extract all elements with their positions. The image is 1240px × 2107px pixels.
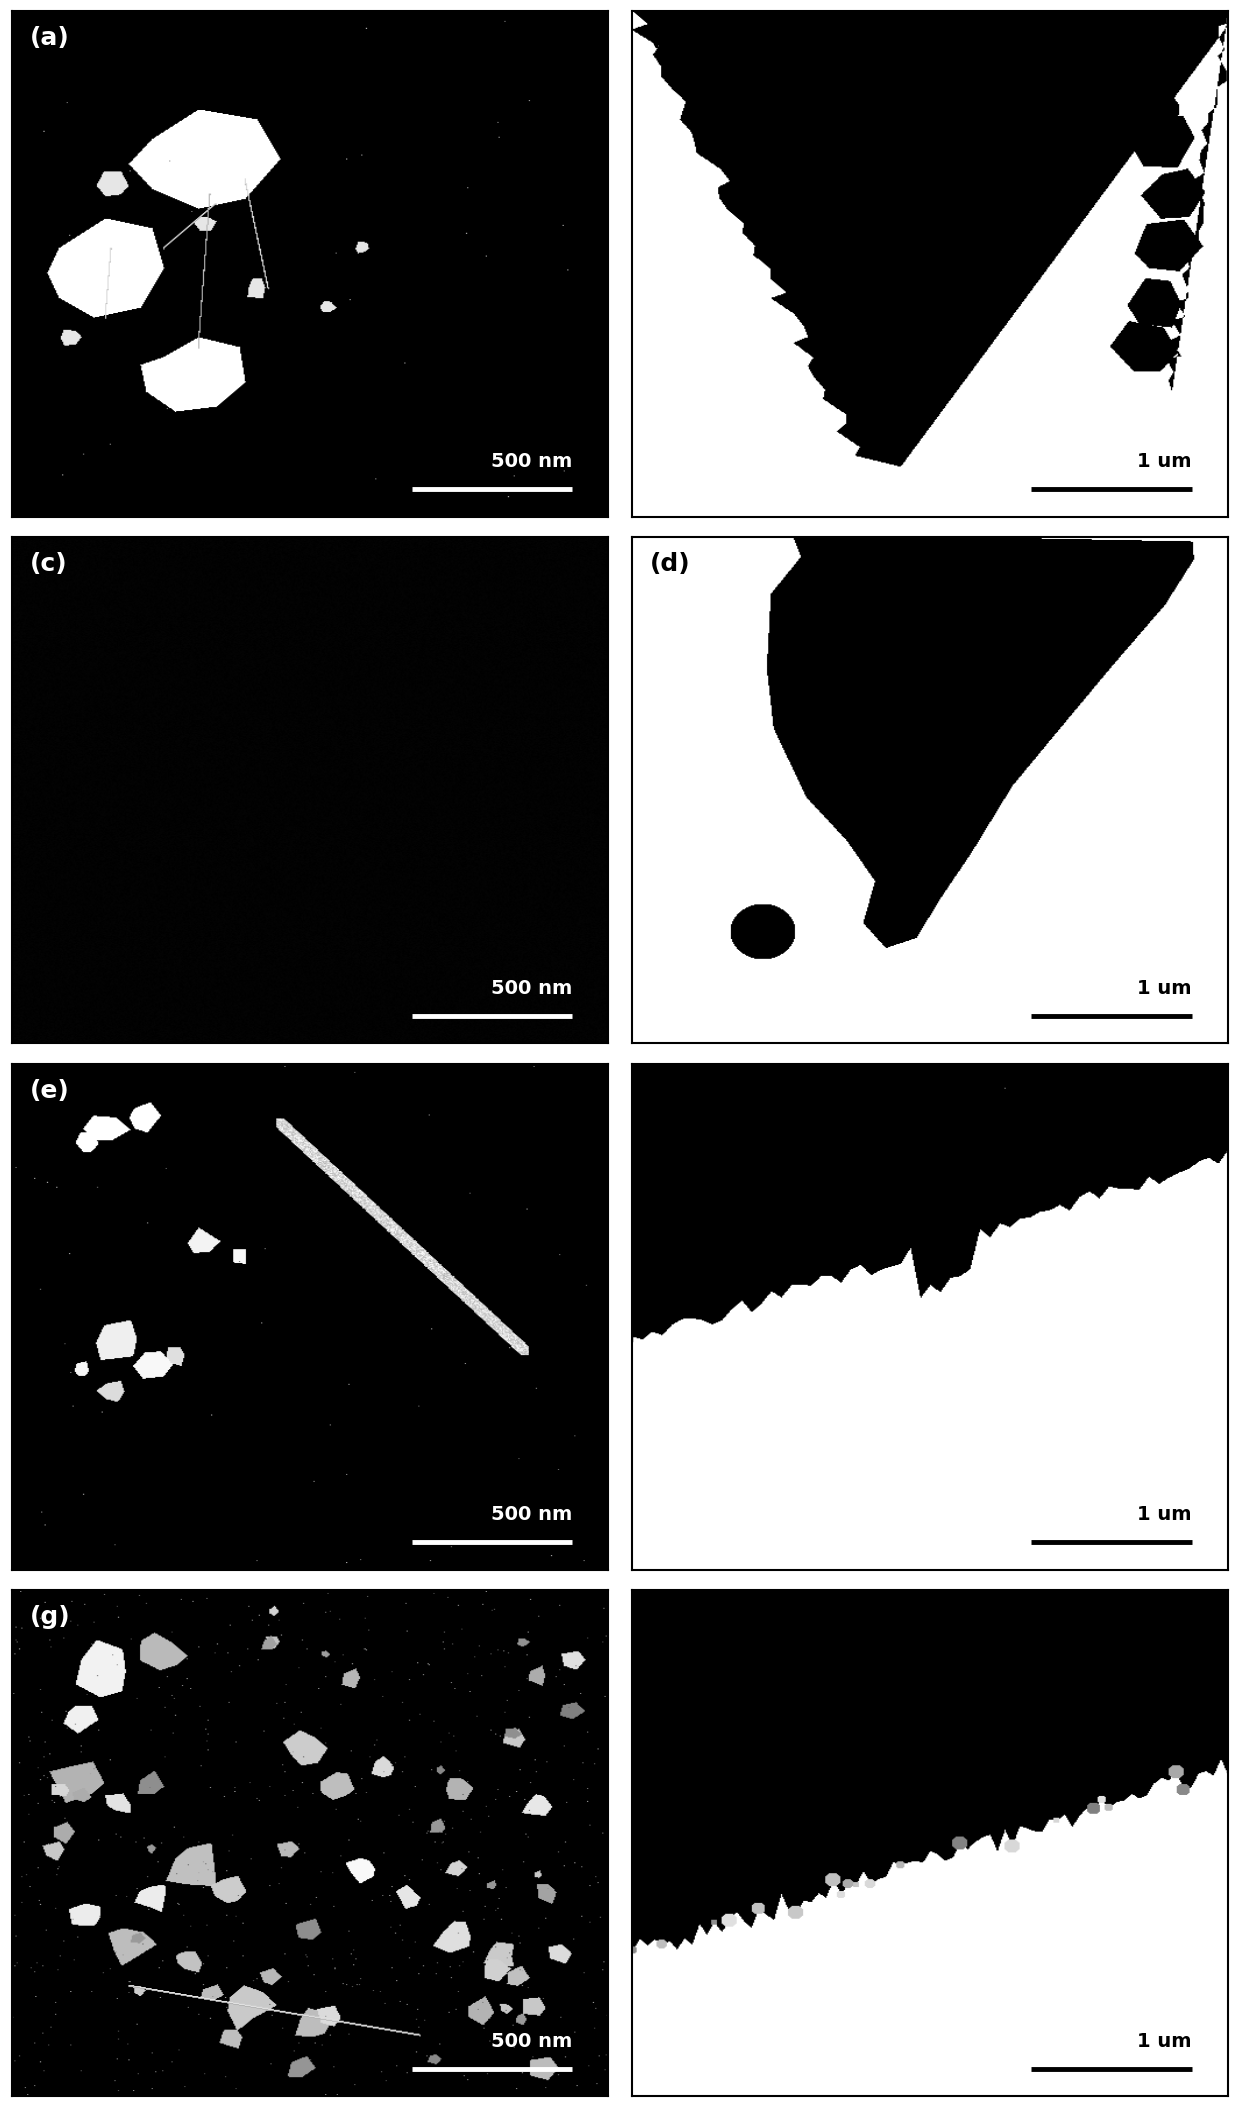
Text: 500 nm: 500 nm — [491, 453, 573, 472]
Text: 500 nm: 500 nm — [491, 1504, 573, 1523]
Text: 1 um: 1 um — [1137, 453, 1192, 472]
Text: (a): (a) — [30, 25, 69, 51]
Text: 500 nm: 500 nm — [491, 2031, 573, 2050]
Text: 500 nm: 500 nm — [491, 980, 573, 999]
Text: (c): (c) — [30, 552, 68, 577]
Text: (e): (e) — [30, 1079, 69, 1102]
Text: 1 um: 1 um — [1137, 2031, 1192, 2050]
Text: (h): (h) — [650, 1606, 691, 1629]
Text: (g): (g) — [30, 1606, 71, 1629]
Text: (f): (f) — [650, 1079, 683, 1102]
Text: 1 um: 1 um — [1137, 1504, 1192, 1523]
Text: (d): (d) — [650, 552, 691, 577]
Text: 1 um: 1 um — [1137, 980, 1192, 999]
Text: (b): (b) — [650, 25, 691, 51]
